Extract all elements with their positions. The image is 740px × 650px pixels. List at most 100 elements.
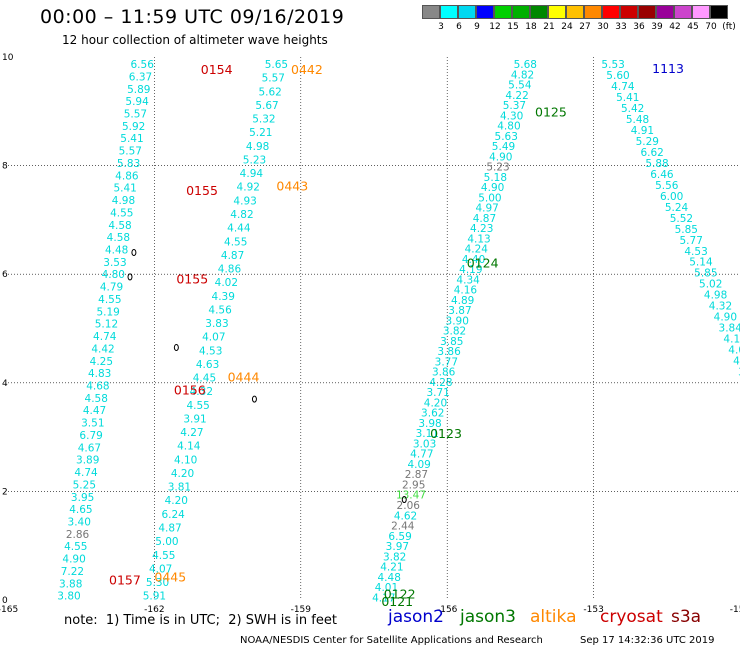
swh-value: 4.07 [149, 563, 172, 575]
colorbar-swatch [692, 5, 710, 19]
colorbar-swatch [422, 5, 440, 19]
swh-value: 4.30 [500, 110, 523, 122]
pass-label: 0154 [201, 62, 233, 77]
swh-value: 6.24 [161, 509, 185, 521]
swh-value: 4.90 [489, 151, 512, 163]
swh-value: 4.27 [180, 427, 203, 439]
swh-value: 4.89 [451, 295, 474, 307]
swh-value: 5.68 [514, 59, 537, 71]
swh-value: 6.00 [660, 191, 683, 203]
swh-value: 4.74 [611, 81, 635, 93]
swh-value: 4.09 [407, 459, 430, 471]
swh-value: 3.81 [168, 482, 191, 494]
swh-value: 4.56 [208, 304, 232, 316]
x-tick-label: -165 [0, 605, 18, 615]
colorbar-swatch [638, 5, 656, 19]
swh-value: 5.60 [606, 70, 629, 82]
swh-value: 5.65 [265, 59, 288, 71]
colorbar-label: 3 [438, 22, 444, 32]
swh-value: 4.28 [429, 377, 452, 389]
y-tick-label: 0 [2, 596, 8, 606]
swh-value: 3.89 [76, 455, 99, 467]
swh-value: 5.19 [96, 306, 119, 318]
swh-value: 4.10 [174, 454, 197, 466]
swh-value: 4.19 [459, 264, 482, 276]
swh-value: 4.13 [723, 334, 740, 346]
swh-value: 3.88 [59, 578, 82, 590]
swh-value: 3.97 [386, 541, 409, 553]
swh-value: 5.14 [689, 257, 713, 269]
swh-value: 5.77 [680, 235, 703, 247]
swh-value: 4.53 [199, 345, 222, 357]
pass-label: 0155 [186, 183, 218, 198]
swh-value: 5.42 [621, 103, 644, 115]
swh-value: 4.23 [470, 223, 493, 235]
colorbar-swatch [674, 5, 692, 19]
swh-value: 5.85 [694, 268, 717, 280]
swh-value: 4.79 [100, 282, 123, 294]
swh-value: 4.92 [237, 182, 260, 194]
swh-value: 4.55 [64, 541, 87, 553]
colorbar-label: 33 [615, 22, 627, 32]
pass-label: 0124 [467, 255, 499, 270]
island-outline [401, 496, 407, 504]
map-subtitle: 12 hour collection of altimeter wave hei… [62, 33, 328, 47]
swh-value: 4.74 [74, 467, 98, 479]
legend-jason3: jason3 [460, 607, 516, 627]
swh-value: 4.55 [186, 400, 209, 412]
swh-value: 5.29 [636, 136, 659, 148]
swh-value: 5.52 [670, 213, 693, 225]
swh-value: 5.18 [484, 172, 507, 184]
swh-value: 4.32 [190, 386, 213, 398]
swh-value: 2.06 [397, 500, 421, 512]
swh-value: 3.82 [443, 326, 466, 338]
swh-value: 4.13 [467, 233, 490, 245]
swh-value: 4.20 [165, 495, 188, 507]
swh-value: 4.77 [410, 449, 433, 461]
swh-value: 3.80 [57, 591, 80, 603]
swh-value: 5.67 [255, 100, 278, 112]
swh-value: 5.32 [252, 114, 275, 126]
swh-value: 4.83 [88, 368, 111, 380]
swh-value: 2.86 [66, 529, 90, 541]
legend-jason2: jason2 [388, 607, 444, 627]
pass-label: 0122 [384, 586, 416, 601]
swh-value: 3.83 [205, 318, 228, 330]
x-tick-label: -162 [144, 605, 164, 615]
swh-value: 5.85 [675, 224, 698, 236]
swh-value: 5.24 [665, 202, 689, 214]
pass-label: 0125 [535, 104, 567, 119]
swh-value: 3.86 [437, 346, 461, 358]
colorbar-swatch [458, 5, 476, 19]
y-tick-label: 6 [2, 270, 8, 280]
swh-value: 3.90 [446, 315, 469, 327]
colorbar-swatch [566, 5, 584, 19]
swh-value: 3.77 [435, 356, 458, 368]
swh-value: 5.92 [122, 121, 145, 133]
island-outline [131, 248, 137, 256]
swh-value: 4.48 [378, 572, 401, 584]
swh-value: 5.56 [655, 180, 679, 192]
swh-value: 4.00 [728, 345, 740, 357]
swh-value: 4.55 [110, 207, 133, 219]
colorbar-swatch [656, 5, 674, 19]
colorbar-swatch [620, 5, 638, 19]
swh-value: 4.17 [372, 592, 395, 604]
swh-value: 3.53 [103, 257, 126, 269]
colorbar-label: 70 [705, 22, 717, 32]
colorbar-label: 45 [687, 22, 699, 32]
swh-value: 4.93 [233, 195, 256, 207]
colorbar-label: 21 [543, 22, 555, 32]
colorbar-label: (ft) [722, 22, 736, 32]
swh-value: 4.80 [497, 121, 520, 133]
swh-value: 5.23 [243, 154, 266, 166]
colorbar-label: 42 [669, 22, 681, 32]
legend-altika: altika [530, 607, 577, 627]
swh-value: 5.00 [478, 192, 501, 204]
colorbar-swatch [440, 5, 458, 19]
pass-label: 0442 [291, 62, 323, 77]
swh-value: 4.42 [91, 343, 114, 355]
swh-value: 4.62 [394, 510, 417, 522]
pass-label: 0157 [109, 572, 141, 587]
